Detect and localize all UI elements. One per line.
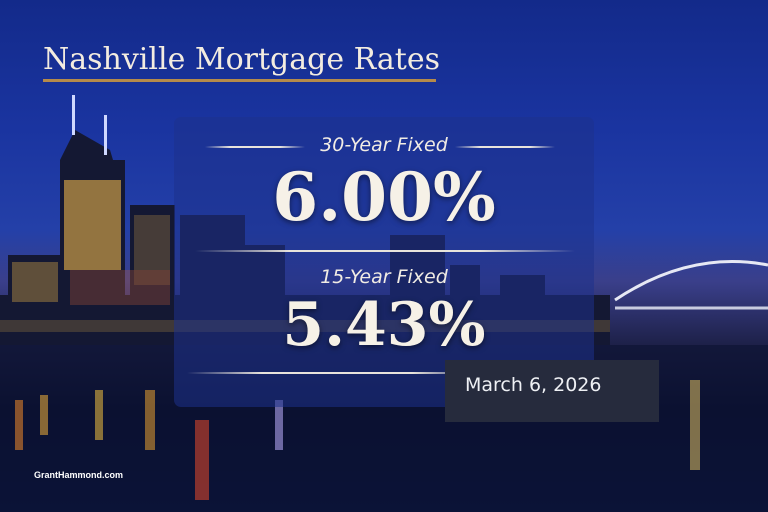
- rate-value-15-year: 5.43%: [282, 290, 486, 360]
- divider: [187, 372, 487, 374]
- page-title: Nashville Mortgage Rates: [43, 42, 441, 77]
- rate-label-15-year: 15-Year Fixed: [320, 266, 448, 288]
- rate-value-30-year: 6.00%: [272, 158, 496, 236]
- divider: [455, 146, 555, 148]
- rate-label-30-year: 30-Year Fixed: [320, 134, 448, 156]
- rate-date: March 6, 2026: [465, 374, 602, 396]
- divider: [195, 250, 575, 252]
- divider: [205, 146, 305, 148]
- date-box: March 6, 2026: [445, 360, 659, 422]
- watermark: GrantHammond.com: [34, 470, 124, 480]
- rates-card: [174, 117, 594, 407]
- title-underline: [43, 79, 436, 82]
